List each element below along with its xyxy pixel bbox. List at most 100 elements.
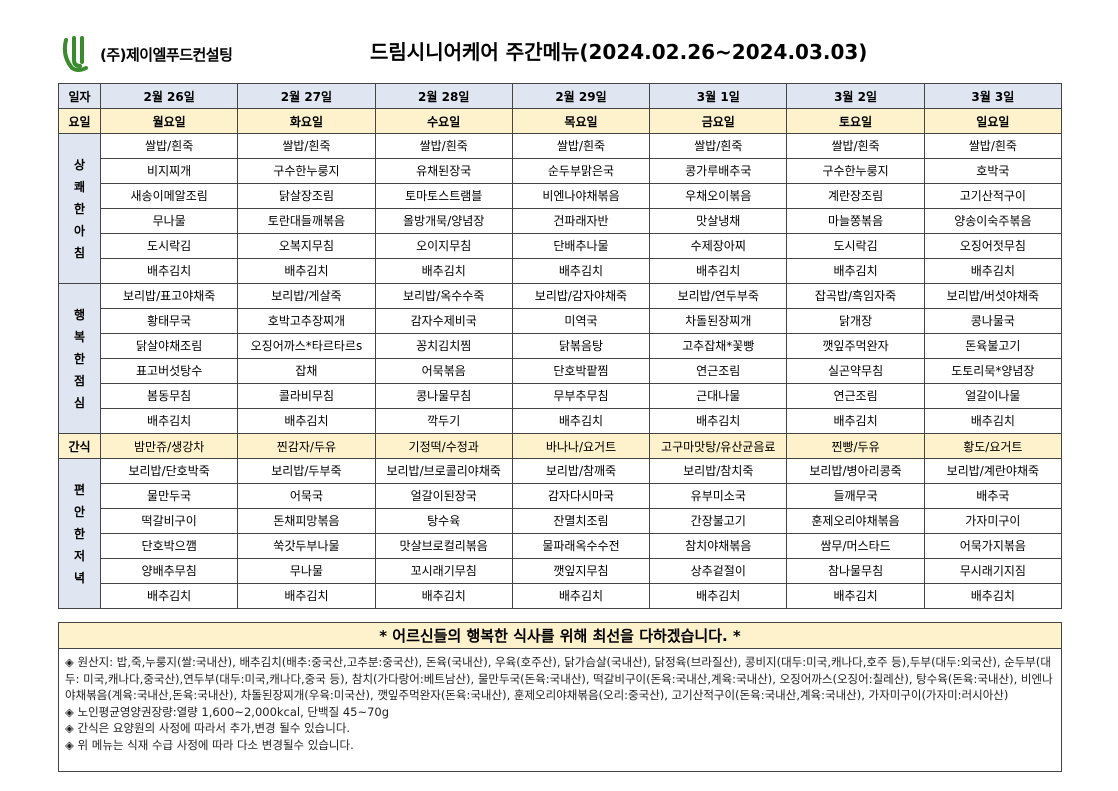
menu-item: 얼갈이나물 bbox=[923, 383, 1063, 409]
menu-item: 간장불고기 bbox=[649, 508, 788, 534]
menu-item: 얼갈이된장국 bbox=[374, 483, 513, 509]
menu-item: 유채된장국 bbox=[374, 158, 513, 184]
day-cell: 화요일 bbox=[237, 108, 376, 134]
menu-item: 미역국 bbox=[511, 308, 651, 334]
menu-item: 배추김치 bbox=[237, 258, 376, 284]
date-row: 일자 2월 26일 2월 27일 2월 28일 2월 29일 3월 1일 3월 2일 3월 3… bbox=[58, 83, 1063, 109]
menu-item: 오이지무침 bbox=[374, 233, 513, 259]
menu-item: 배추김치 bbox=[786, 583, 925, 609]
menu-item: 배추김치 bbox=[649, 583, 788, 609]
note-snack: ◈ 간식은 요양원의 사정에 따라서 추가,변경 될수 있습니다. bbox=[65, 721, 351, 735]
menu-item: 배추김치 bbox=[923, 258, 1063, 284]
menu-item: 수제장아찌 bbox=[649, 233, 788, 259]
dinner-label-char: 녁 bbox=[73, 570, 86, 585]
snack-row: 간식 밤만쥬/생강차 찐감자/두유 기정떡/수정과 바나나/요거트 고구마맛탕/유산균음료… bbox=[58, 433, 1063, 459]
menu-item: 단호박으깸 bbox=[99, 533, 239, 559]
day-header-label: 요일 bbox=[58, 108, 101, 134]
snack-item: 찐빵/두유 bbox=[786, 433, 925, 459]
notes-box: ◈ 원산지: 밥,죽,누룽지(쌀:국내산), 배추김치(배추:중국산,고추분:중… bbox=[58, 648, 1062, 772]
menu-item: 배추김치 bbox=[649, 258, 788, 284]
menu-item: 단배추나물 bbox=[511, 233, 651, 259]
menu-item: 보리밥/연두부죽 bbox=[649, 283, 788, 309]
breakfast-label-char: 상 bbox=[73, 157, 86, 172]
menu-item: 무시래기지짐 bbox=[923, 558, 1063, 584]
menu-item: 단호박팥찜 bbox=[511, 358, 651, 384]
menu-item: 돈채피망볶음 bbox=[237, 508, 376, 534]
menu-item: 우채오이볶음 bbox=[649, 183, 788, 209]
menu-item: 호박국 bbox=[923, 158, 1063, 184]
menu-item: 배추김치 bbox=[237, 408, 376, 434]
menu-item: 깻잎주먹완자 bbox=[786, 333, 925, 359]
dinner-row: 떡갈비구이 돈채피망볶음 탕수육 잔멸치조림 간장불고기 훈제오리야채볶음 가자미구이 bbox=[59, 508, 1063, 534]
menu-item: 계란장조림 bbox=[786, 183, 925, 209]
menu-item: 쌀밥/흰죽 bbox=[649, 133, 788, 159]
breakfast-row: 상 쾌 한 아 침 쌀밥/흰죽 쌀밥/흰죽 쌀밥/흰죽 쌀밥/흰죽 쌀밥/흰죽 쌀밥/흰죽 쌀밥/흰죽 bbox=[58, 133, 1063, 284]
menu-item: 닭살장조림 bbox=[237, 183, 376, 209]
lunch-row: 닭살야채조림 오징어까스*타르타르s 꽁치김치찜 닭볶음탕 고추잡채*꽃빵 깻잎주먹완자 돈… bbox=[59, 333, 1063, 359]
menu-item: 들깨무국 bbox=[786, 483, 925, 509]
leaf-logo-icon bbox=[62, 36, 88, 72]
snack-item: 찐감자/두유 bbox=[237, 433, 376, 459]
notice-banner: * 어르신들의 행복한 식사를 위해 최선을 다하겠습니다. * bbox=[58, 622, 1062, 649]
dinner-row: 물만두국 어묵국 얼갈이된장국 감자다시마국 유부미소국 들깨무국 배추국 bbox=[59, 483, 1063, 509]
menu-item: 어묵가지볶음 bbox=[923, 533, 1063, 559]
date-header-label: 일자 bbox=[58, 83, 101, 109]
menu-item: 도시락김 bbox=[99, 233, 239, 259]
menu-item: 비엔나야채볶음 bbox=[511, 183, 651, 209]
menu-item: 무부추무침 bbox=[511, 383, 651, 409]
menu-item: 잡채 bbox=[237, 358, 376, 384]
menu-item: 닭볶음탕 bbox=[511, 333, 651, 359]
menu-item: 보리밥/참깨죽 bbox=[511, 458, 651, 484]
company-name: (주)제이엘푸드컨설팅 bbox=[100, 45, 233, 64]
menu-item: 꼬시래기무침 bbox=[374, 558, 513, 584]
menu-item: 훈제오리야채볶음 bbox=[786, 508, 925, 534]
breakfast-label-char: 쾌 bbox=[73, 179, 86, 194]
lunch-row: 봄동무침 콜라비무침 콩나물무침 무부추무침 근대나물 연근조림 얼갈이나물 bbox=[59, 383, 1063, 409]
menu-item: 무나물 bbox=[237, 558, 376, 584]
breakfast-row: 도시락김 오복지무침 오이지무침 단배추나물 수제장아찌 도시락김 오징어젓무침 bbox=[59, 233, 1063, 259]
menu-item: 마늘쫑볶음 bbox=[786, 208, 925, 234]
menu-item: 배추김치 bbox=[99, 408, 239, 434]
menu-item: 맛살냉채 bbox=[649, 208, 788, 234]
day-cell: 일요일 bbox=[923, 108, 1063, 134]
breakfast-label-char: 침 bbox=[73, 245, 86, 260]
menu-item: 감자수제비국 bbox=[374, 308, 513, 334]
dinner-label-char: 한 bbox=[73, 526, 86, 541]
breakfast-row: 새송이메알조림 닭살장조림 토마토스트램블 비엔나야채볶음 우채오이볶음 계란장조림 고기산… bbox=[59, 183, 1063, 209]
menu-item: 도시락김 bbox=[786, 233, 925, 259]
day-row: 요일 월요일 화요일 수요일 목요일 금요일 토요일 일요일 bbox=[58, 108, 1063, 134]
menu-item: 보리밥/옥수수죽 bbox=[374, 283, 513, 309]
dinner-row: 단호박으깸 쑥갓두부나물 맛살브로컬리볶음 물파래옥수수전 참치야채볶음 쌈무/머스타드 어… bbox=[59, 533, 1063, 559]
menu-item: 콩나물무침 bbox=[374, 383, 513, 409]
breakfast-row: 비지찌개 구수한누룽지 유채된장국 순두부맑은국 콩가루배추국 구수한누룽지 호박국 bbox=[59, 158, 1063, 184]
menu-item: 쌀밥/흰죽 bbox=[923, 133, 1063, 159]
note-origin: ◈ 원산지: 밥,죽,누룽지(쌀:국내산), 배추김치(배추:중국산,고추분:중… bbox=[65, 655, 1053, 702]
menu-item: 실곤약무침 bbox=[786, 358, 925, 384]
menu-item: 참나물무침 bbox=[786, 558, 925, 584]
menu-item: 쌈무/머스타드 bbox=[786, 533, 925, 559]
menu-item: 보리밥/게살죽 bbox=[237, 283, 376, 309]
menu-item: 잔멸치조림 bbox=[511, 508, 651, 534]
menu-item: 황태무국 bbox=[99, 308, 239, 334]
menu-item: 표고버섯탕수 bbox=[99, 358, 239, 384]
menu-item: 보리밥/버섯야채죽 bbox=[923, 283, 1063, 309]
snack-item: 고구마맛탕/유산균음료 bbox=[649, 433, 788, 459]
menu-item: 호박고추장찌개 bbox=[237, 308, 376, 334]
menu-item: 물파래옥수수전 bbox=[511, 533, 651, 559]
menu-item: 올방개묵/양념장 bbox=[374, 208, 513, 234]
note-nutrition: ◈ 노인평균영양권장량:열량 1,600~2,000kcal, 단백질 45~7… bbox=[65, 704, 390, 719]
menu-item: 연근조림 bbox=[649, 358, 788, 384]
snack-item: 기정떡/수정과 bbox=[374, 433, 513, 459]
date-cell: 2월 29일 bbox=[511, 83, 651, 109]
day-cell: 금요일 bbox=[649, 108, 788, 134]
breakfast-label-char: 한 bbox=[73, 201, 86, 216]
menu-item: 배추김치 bbox=[511, 408, 651, 434]
menu-item: 배추김치 bbox=[99, 583, 239, 609]
menu-item: 근대나물 bbox=[649, 383, 788, 409]
day-cell: 수요일 bbox=[374, 108, 513, 134]
dinner-label-char: 안 bbox=[73, 504, 86, 519]
menu-item: 배추김치 bbox=[237, 583, 376, 609]
menu-item: 봄동무침 bbox=[99, 383, 239, 409]
menu-item: 보리밥/두부죽 bbox=[237, 458, 376, 484]
menu-item: 토란대들깨볶음 bbox=[237, 208, 376, 234]
